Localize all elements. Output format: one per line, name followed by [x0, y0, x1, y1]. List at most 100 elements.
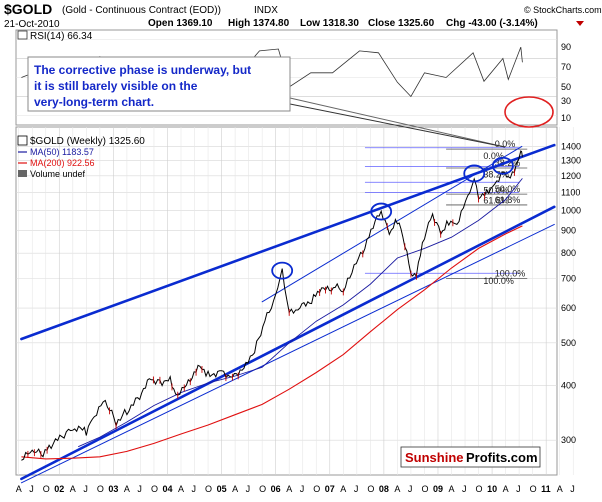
channel-line-1 [20, 205, 556, 481]
x-tick-38: O [530, 484, 537, 494]
x-tick-32: A [449, 484, 455, 494]
x-tick-35: 10 [487, 484, 497, 494]
fib-left-label-3: 61.8% [483, 195, 509, 205]
rsi-tick-90: 90 [561, 42, 571, 52]
y-tick-1000: 1000 [561, 206, 581, 216]
logo-brand-1: Sunshine [405, 450, 464, 465]
y-tick-500: 500 [561, 338, 576, 348]
x-tick-13: J [192, 484, 197, 494]
x-tick-10: O [151, 484, 158, 494]
fib-left-label-2: 50.0% [483, 185, 509, 195]
x-tick-7: 03 [108, 484, 118, 494]
x-tick-3: 02 [54, 484, 64, 494]
fib-label-3: 61.8% [495, 195, 521, 205]
ma50-line [78, 178, 523, 448]
rsi-label: RSI(14) 66.34 [30, 31, 93, 42]
x-tick-20: A [286, 484, 292, 494]
fib-left-label-1: 38.2% [483, 170, 509, 180]
fib-left-label-4: 100.0% [483, 276, 514, 286]
rsi-tick-70: 70 [561, 62, 571, 72]
annotation-pointer [289, 97, 506, 148]
price-down-marks [27, 169, 515, 458]
highlight-circle-1 [370, 202, 393, 221]
rsi-tick-50: 50 [561, 82, 571, 92]
fib-left-label-0: 0.0% [483, 151, 504, 161]
time-axis-ticks: A J O 02 A J O 03 A J O 04 A J O 05 A J O 06 A J O 07 A J O 08 A J O 09… [16, 484, 575, 494]
x-tick-29: J [408, 484, 413, 494]
x-tick-2: O [43, 484, 50, 494]
y-tick-1200: 1200 [561, 171, 581, 181]
x-tick-30: O [421, 484, 428, 494]
logo-frame [400, 446, 541, 468]
target-ellipse [504, 96, 554, 128]
y-tick-1300: 1300 [561, 156, 581, 166]
x-tick-39: 11 [541, 484, 551, 494]
x-tick-9: J [137, 484, 142, 494]
logo-brand-2: Profits.com [466, 450, 538, 465]
x-tick-36: A [503, 484, 509, 494]
close-value: Close 1325.60 [368, 18, 435, 29]
annotation-box [27, 56, 291, 112]
x-tick-6: O [97, 484, 104, 494]
change-value: Chg -43.00 (-3.14%) [446, 18, 538, 29]
down-arrow-icon [576, 21, 584, 26]
high-value: High 1374.80 [228, 18, 290, 29]
y-tick-700: 700 [561, 274, 576, 284]
x-tick-23: 07 [325, 484, 335, 494]
x-tick-26: O [367, 484, 374, 494]
x-tick-24: A [340, 484, 346, 494]
annotation-line-3: very-long-term chart. [34, 95, 154, 109]
x-tick-37: J [516, 484, 521, 494]
y-tick-800: 800 [561, 248, 576, 258]
x-tick-15: 05 [217, 484, 227, 494]
sunshine-profits-logo: Sunshine Profits.com [400, 446, 541, 468]
x-tick-28: A [394, 484, 400, 494]
x-tick-11: 04 [162, 484, 172, 494]
x-tick-12: A [178, 484, 184, 494]
y-tick-300: 300 [561, 435, 576, 445]
x-tick-4: A [70, 484, 76, 494]
y-tick-900: 900 [561, 226, 576, 236]
chart-date: 21-Oct-2010 [4, 19, 60, 30]
x-tick-5: J [83, 484, 88, 494]
exchange-label: INDX [254, 5, 278, 16]
volume-legend-swatch [18, 170, 27, 177]
x-tick-17: J [246, 484, 251, 494]
x-tick-40: A [557, 484, 563, 494]
legend-price: $GOLD (Weekly) 1325.60 [30, 136, 145, 147]
x-tick-21: J [300, 484, 305, 494]
x-tick-1: J [29, 484, 34, 494]
symbol-title: $GOLD [4, 1, 52, 17]
x-tick-16: A [232, 484, 238, 494]
price-panel [15, 126, 558, 476]
rsi-tick-10: 10 [561, 113, 571, 123]
x-tick-41: J [570, 484, 575, 494]
symbol-description: (Gold - Continuous Contract (EOD)) [62, 5, 221, 16]
highlight-circle-3 [491, 156, 514, 175]
legend-volume: Volume undef [30, 169, 86, 179]
source-credit: © StockCharts.com [524, 5, 602, 15]
x-tick-19: 06 [271, 484, 281, 494]
price-legend-swatch [17, 135, 28, 146]
ma200-line [21, 225, 523, 460]
x-tick-14: O [205, 484, 212, 494]
y-tick-600: 600 [561, 303, 576, 313]
x-tick-22: O [313, 484, 320, 494]
rsi-legend-swatch [17, 30, 28, 40]
legend-ma50: MA(50) 1183.57 [30, 147, 94, 157]
x-tick-0: A [16, 484, 22, 494]
open-value: Open 1369.10 [148, 18, 213, 29]
x-tick-33: J [462, 484, 467, 494]
rsi-ticks: 90 70 50 30 10 [561, 42, 571, 123]
highlight-circles [271, 156, 514, 280]
y-tick-400: 400 [561, 380, 576, 390]
fib-label-4: 100.0% [495, 269, 526, 279]
price-legend: $GOLD (Weekly) 1325.60 MA(50) 1183.57 MA… [17, 135, 145, 179]
x-tick-25: J [354, 484, 359, 494]
rsi-tick-30: 30 [561, 96, 571, 106]
channel-line-2 [20, 223, 555, 484]
legend-ma200: MA(200) 922.56 [30, 158, 95, 168]
y-tick-1100: 1100 [561, 187, 580, 197]
highlight-circle-2 [463, 164, 486, 183]
